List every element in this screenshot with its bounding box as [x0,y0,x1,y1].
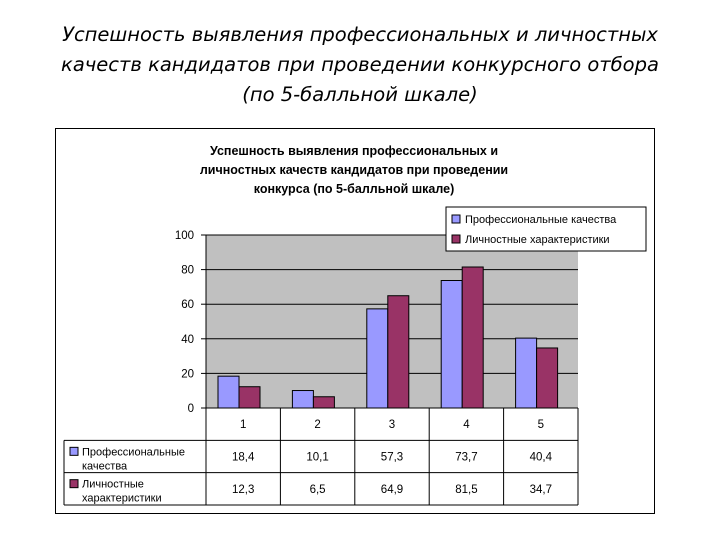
data-label: 64,9 [381,484,403,496]
y-tick-label: 80 [181,265,194,277]
chart-frame: Успешность выявления профессиональных и … [55,128,655,514]
x-tick-label: 1 [240,419,246,431]
data-label: 57,3 [381,452,403,464]
legend-label: Личностные характеристики [465,234,610,246]
bar [387,295,410,409]
bar [515,337,538,409]
table-legend-swatch [69,479,79,489]
y-tick-label: 40 [181,334,194,346]
legend: Профессиональные качества Личностные хара… [445,206,647,252]
legend-swatch [451,214,461,224]
data-label: 81,5 [455,484,477,496]
legend-box [445,206,647,252]
y-tick-label: 60 [181,299,194,311]
data-label: 40,4 [530,452,553,464]
x-tick-label: 2 [314,419,320,431]
bar [238,386,261,409]
data-label: 6,5 [310,484,326,496]
data-label: 10,1 [306,452,328,464]
slide-title-line: (по 5-балльной шкале) [242,83,478,106]
slide-title: Успешность выявления профессиональных и … [20,20,700,110]
table-row-label: характеристики [82,493,162,505]
data-label: 18,4 [232,452,255,464]
legend-label: Профессиональные качества [465,214,617,226]
slide-title-line: Успешность выявления профессиональных и … [62,23,658,46]
chart-title-line: конкурса (по 5-балльной шкале) [254,182,455,196]
bar [217,375,240,409]
table-row-label: Профессиональные [82,446,185,458]
chart-title: Успешность выявления профессиональных и … [200,144,508,196]
y-tick-label: 100 [175,230,194,242]
data-label: 12,3 [232,484,254,496]
bar [366,308,389,409]
table-row-label: Личностные [82,479,144,491]
chart-title-line: личностных качеств кандидатов при провед… [200,163,508,177]
bar [461,266,484,409]
bar [312,396,335,409]
data-label: 34,7 [530,484,552,496]
slide-title-line: качеств кандидатов при проведении конкур… [61,53,659,76]
y-tick-label: 20 [181,368,194,380]
table-legend-swatch [69,446,79,456]
data-label: 73,7 [455,452,477,464]
table-row-label: качества [82,460,128,472]
x-tick-label: 4 [463,419,470,431]
bar [536,347,559,409]
x-tick-label: 3 [389,419,395,431]
bars [217,266,559,409]
legend-swatch [451,234,461,244]
chart-title-line: Успешность выявления профессиональных и [210,144,498,158]
y-axis: 0 20 40 60 80 100 [175,230,207,415]
x-tick-label: 5 [538,419,544,431]
y-tick-label: 0 [188,403,194,415]
chart-svg: Успешность выявления профессиональных и … [63,144,647,506]
bar [291,390,314,409]
data-table: 1 2 3 4 5 Профессиональные качества 18,4 10,1 57,… [63,407,579,506]
bar [440,279,463,409]
